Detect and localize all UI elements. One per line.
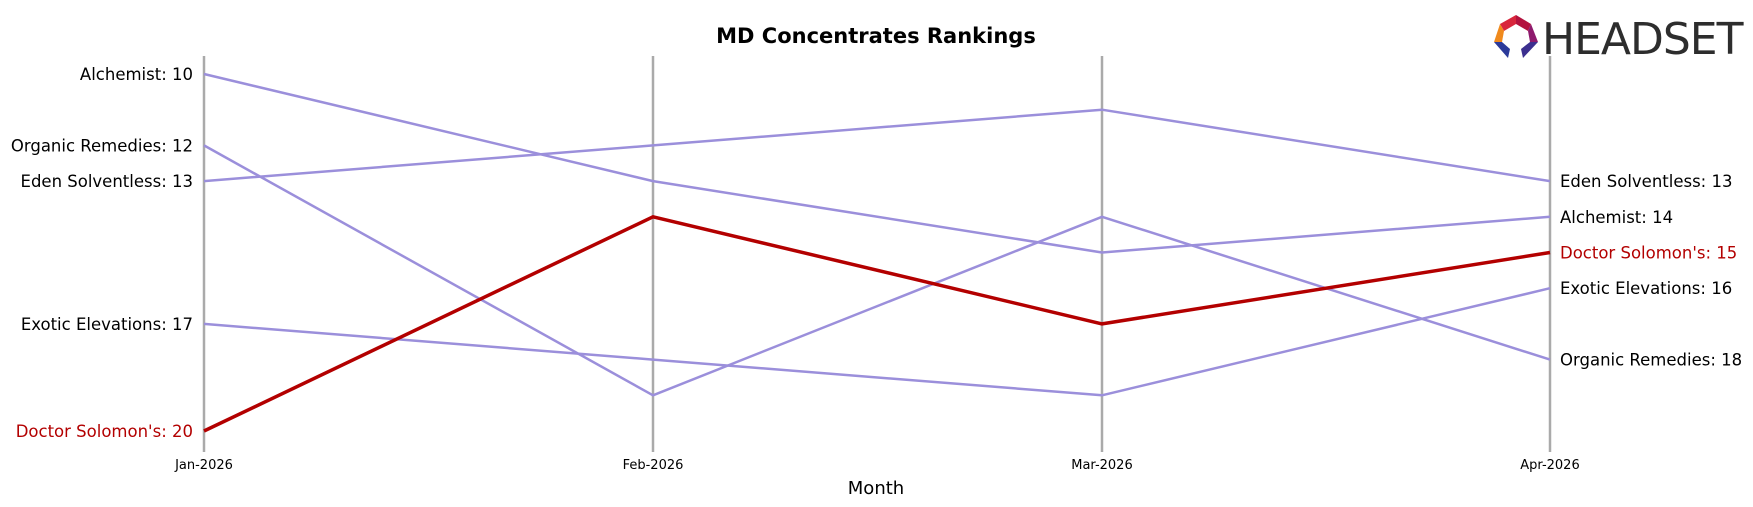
left-label-eden-solventless: Eden Solventless: 13 — [21, 172, 193, 191]
right-label-organic-remedies: Organic Remedies: 18 — [1560, 351, 1742, 370]
x-tick-label: Feb-2026 — [623, 458, 684, 473]
series-line-doctor-solomon-s — [203, 215, 1551, 433]
x-tick-label: Mar-2026 — [1071, 458, 1132, 473]
left-label-organic-remedies: Organic Remedies: 12 — [11, 136, 193, 155]
logo-text: HEADSET — [1542, 14, 1744, 65]
logo-mark-icon — [1494, 15, 1538, 58]
left-label-doctor-solomon-s: Doctor Solomon's: 20 — [16, 422, 193, 441]
right-label-exotic-elevations: Exotic Elevations: 16 — [1560, 279, 1732, 298]
series-line-eden-solventless — [203, 108, 1551, 183]
series-line-exotic-elevations — [203, 286, 1551, 397]
x-tick-label: Apr-2026 — [1520, 458, 1579, 473]
x-tick-labels: Jan-2026 Feb-2026 Mar-2026 Apr-2026 — [174, 458, 1580, 473]
right-labels: Eden Solventless: 13 Alchemist: 14 Doctor … — [1560, 172, 1742, 370]
x-axis-label: Month — [848, 478, 904, 499]
x-tick-label: Jan-2026 — [174, 458, 233, 473]
left-label-alchemist: Alchemist: 10 — [80, 65, 193, 84]
chart-title: MD Concentrates Rankings — [716, 24, 1036, 48]
right-label-doctor-solomon-s: Doctor Solomon's: 15 — [1560, 244, 1737, 263]
left-labels: Alchemist: 10 Organic Remedies: 12 Eden So… — [11, 65, 193, 441]
series-lines — [203, 72, 1551, 433]
left-label-exotic-elevations: Exotic Elevations: 17 — [21, 315, 193, 334]
headset-logo: HEADSET — [1494, 14, 1745, 65]
gridlines — [202, 56, 1552, 452]
series-line-alchemist — [203, 72, 1551, 254]
right-label-eden-solventless: Eden Solventless: 13 — [1560, 172, 1732, 191]
right-label-alchemist: Alchemist: 14 — [1560, 208, 1673, 227]
